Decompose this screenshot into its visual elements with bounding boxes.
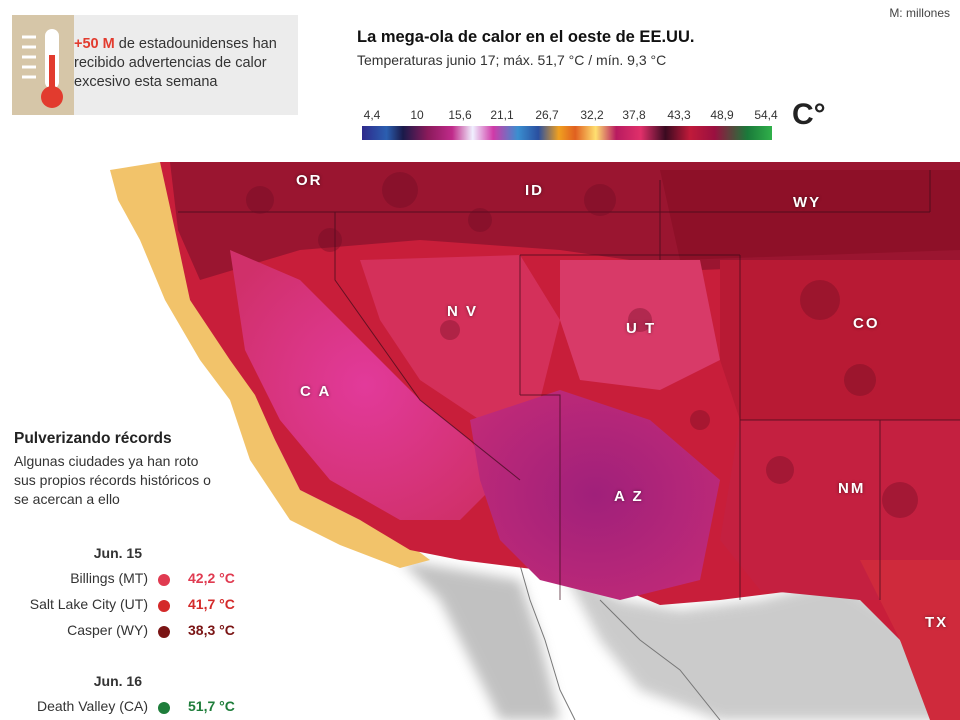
ut-zone [560, 260, 720, 390]
co-zone [720, 260, 960, 420]
callout-body: de estadounidenses han recibido adverten… [74, 36, 277, 90]
record-city: Billings (MT) [70, 570, 148, 586]
scale-labels: 4,4 10 15,6 21,1 26,7 32,2 37,8 43,3 48,… [362, 108, 778, 124]
scale-label: 43,3 [667, 108, 691, 122]
scale-label: 48,9 [710, 108, 734, 122]
state-label-or: OR [296, 172, 323, 189]
records-panel: Pulverizando récords Algunas ciudades ya… [14, 430, 254, 509]
state-label-ca: C A [300, 383, 332, 400]
mexico-outline [599, 599, 721, 720]
record-dot [158, 574, 170, 586]
records-title: Pulverizando récords [14, 430, 172, 447]
state-label-wy: WY [793, 194, 822, 211]
nv-zone [360, 255, 560, 420]
record-dot [158, 626, 170, 638]
scale-label: 10 [410, 108, 424, 122]
state-borders [178, 170, 960, 600]
baja-outline [519, 564, 576, 720]
callout-text: +50 M de estadounidenses han recibido ad… [74, 35, 294, 92]
terrain-texture [246, 172, 918, 518]
callout-highlight: +50 M [74, 36, 115, 52]
callout-box: +50 M de estadounidenses han recibido ad… [12, 15, 298, 115]
temperature-scale-bar [362, 126, 772, 140]
record-city: Salt Lake City (UT) [29, 596, 148, 612]
units-note: M: millones [889, 6, 950, 20]
record-row: Salt Lake City (UT) 41,7 °C [0, 596, 250, 616]
state-label-nm: NM [838, 480, 866, 497]
state-label-nv: N V [447, 303, 479, 320]
coastal-halo [110, 162, 430, 568]
state-label-ut: U T [626, 320, 657, 337]
record-row: Casper (WY) 38,3 °C [0, 622, 250, 642]
wy-zone [660, 170, 960, 260]
record-row: Death Valley (CA) 51,7 °C [0, 698, 250, 718]
nm-zone [720, 420, 960, 600]
record-temp: 41,7 °C [188, 596, 235, 612]
state-label-az: A Z [614, 488, 644, 505]
scale-label: 21,1 [490, 108, 514, 122]
record-dot [158, 702, 170, 714]
mexico-shadow [400, 560, 560, 720]
tx-zone [860, 560, 960, 720]
state-label-id: ID [525, 182, 544, 199]
scale-label: 26,7 [535, 108, 559, 122]
record-row: Billings (MT) 42,2 °C [0, 570, 250, 590]
page-subtitle: Temperaturas junio 17; máx. 51,7 °C / mí… [357, 52, 667, 68]
record-dot [158, 600, 170, 612]
record-city: Death Valley (CA) [36, 698, 148, 714]
scale-label: 32,2 [580, 108, 604, 122]
scale-label: 54,4 [754, 108, 778, 122]
record-temp: 42,2 °C [188, 570, 235, 586]
mexico-shadow-east [560, 565, 960, 720]
scale-label: 37,8 [622, 108, 646, 122]
scale-label: 15,6 [448, 108, 472, 122]
state-label-co: CO [853, 315, 880, 332]
records-date: Jun. 16 [93, 673, 142, 689]
ca-valley [230, 250, 500, 520]
record-temp: 38,3 °C [188, 622, 235, 638]
record-city: Casper (WY) [67, 622, 148, 638]
az-zone [470, 390, 720, 600]
page-title: La mega-ola de calor en el oeste de EE.U… [357, 28, 695, 46]
thermometer-icon [12, 15, 74, 115]
scale-label: 4,4 [363, 108, 381, 122]
scale-unit: C° [792, 98, 826, 131]
records-description: Algunas ciudades ya han roto sus propios… [14, 453, 211, 507]
state-label-tx: TX [925, 614, 949, 631]
records-date: Jun. 15 [93, 545, 142, 561]
record-temp: 51,7 °C [188, 698, 235, 714]
